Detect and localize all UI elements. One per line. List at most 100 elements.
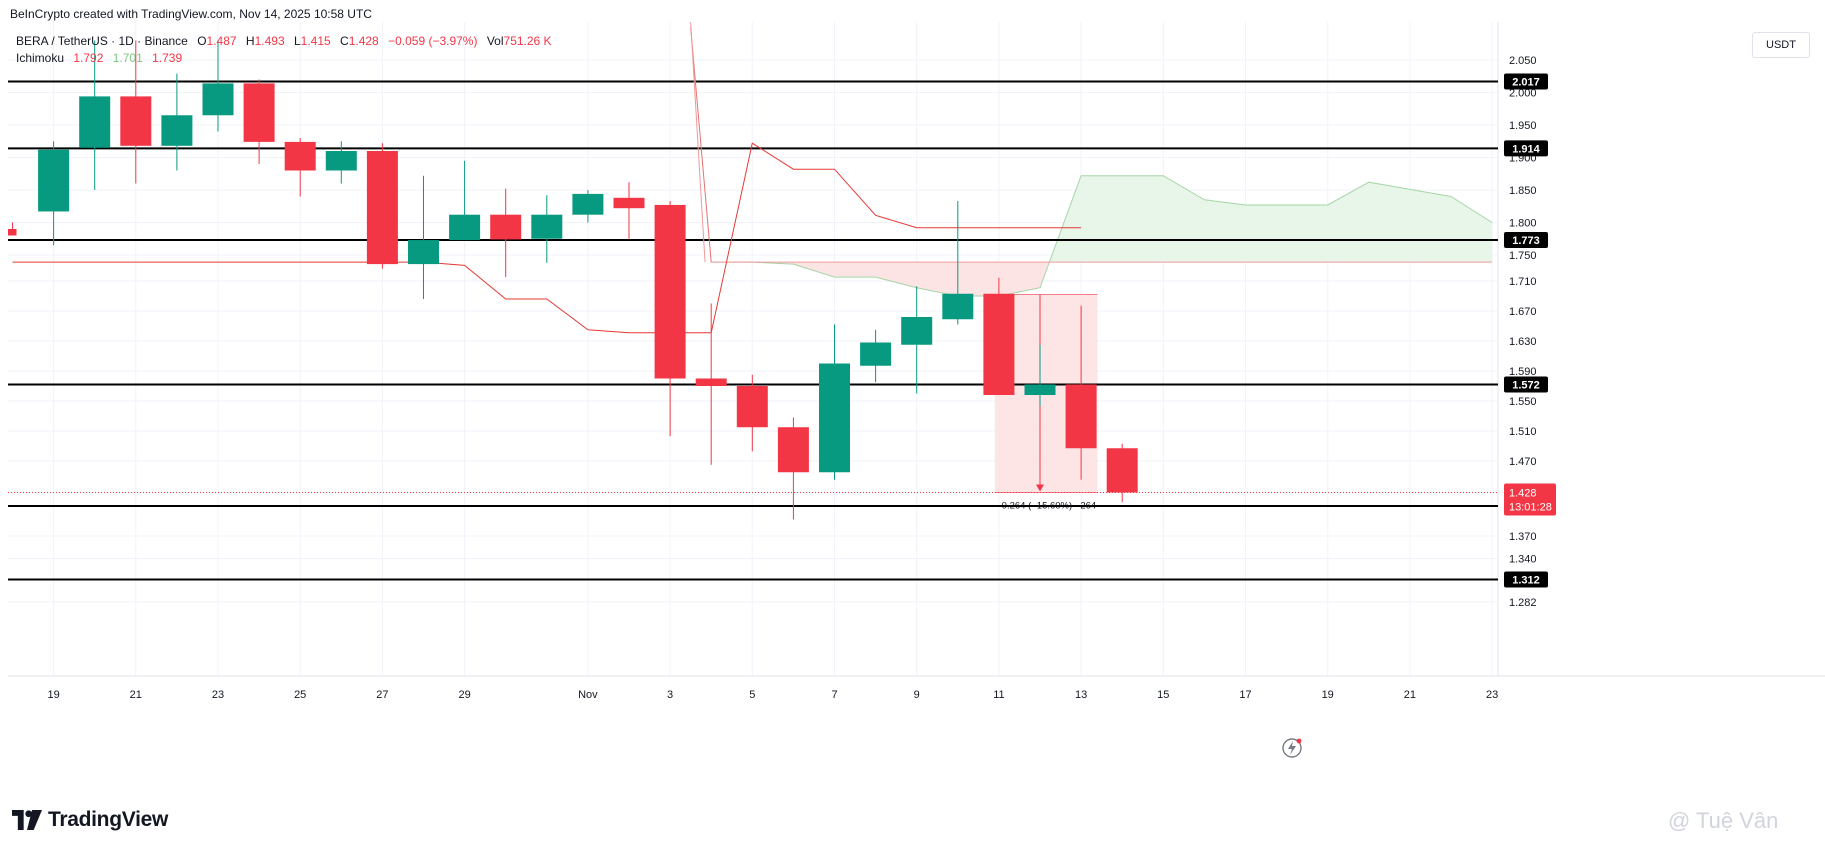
x-tick-label: 13 xyxy=(1075,689,1087,701)
y-tick-label: 1.630 xyxy=(1509,336,1537,348)
level-badge-label: 1.773 xyxy=(1512,235,1540,247)
candle-body xyxy=(325,151,357,171)
level-badge-label: 2.017 xyxy=(1512,76,1540,88)
y-tick-label: 1.950 xyxy=(1509,120,1537,132)
y-tick-label: 1.340 xyxy=(1509,554,1537,566)
candle-body xyxy=(572,193,604,215)
candle xyxy=(243,79,275,164)
y-tick-label: 1.550 xyxy=(1509,396,1537,408)
symbol-legend: BERA / TetherUS · 1D · Binance O1.487 H1… xyxy=(16,34,552,48)
y-tick-label: 1.800 xyxy=(1509,218,1537,230)
candle-body xyxy=(819,363,850,473)
x-tick-label: 23 xyxy=(1486,689,1498,701)
open-label: O xyxy=(197,34,207,48)
candle-body xyxy=(79,96,111,148)
candle xyxy=(1065,305,1097,480)
volume-label: Vol xyxy=(486,34,504,48)
y-tick-label: 2.000 xyxy=(1509,88,1537,100)
leading-span-a xyxy=(711,175,1493,297)
level-badge-label: 1.914 xyxy=(1512,143,1540,155)
level-badge xyxy=(1504,232,1548,249)
x-tick-label: Nov xyxy=(578,689,598,701)
horizontal-levels xyxy=(8,80,1498,581)
author-watermark: @ Tuệ Vân xyxy=(1668,808,1779,833)
candle-body xyxy=(695,378,727,386)
candle-body xyxy=(1065,384,1097,449)
y-tick-label: 1.510 xyxy=(1509,426,1537,438)
y-axis: 2.0502.0001.9501.9001.8501.8001.7501.710… xyxy=(1509,55,1537,609)
volume-value: 751.26 K xyxy=(503,34,552,48)
candle xyxy=(1024,344,1056,407)
candle xyxy=(942,201,974,325)
level-badge xyxy=(1504,376,1548,393)
x-tick-label: 9 xyxy=(914,689,920,701)
candle xyxy=(777,417,809,520)
x-tick-label: 21 xyxy=(1404,689,1416,701)
cloud-bearish-area xyxy=(711,262,1050,296)
ichimoku-value-1: 1.792 xyxy=(73,51,104,65)
candle-body xyxy=(408,240,439,265)
y-tick-label: 1.750 xyxy=(1509,250,1537,262)
candle-body xyxy=(120,96,152,146)
candle-body xyxy=(366,151,398,265)
candle-body xyxy=(1106,448,1138,493)
replay-icon[interactable] xyxy=(1282,738,1302,758)
x-tick-label: 3 xyxy=(667,689,673,701)
lagging-span-faint xyxy=(690,21,706,263)
candle xyxy=(531,195,563,263)
candle xyxy=(120,40,152,184)
tradingview-logo[interactable]: TradingView xyxy=(12,808,168,832)
ichimoku-cloud xyxy=(711,175,1493,297)
x-tick-label: 11 xyxy=(993,689,1004,701)
y-tick-label: 1.850 xyxy=(1509,185,1537,197)
currency-unit-button[interactable]: USDT xyxy=(1752,32,1810,58)
last-price-label: 1.428 xyxy=(1509,488,1537,500)
x-tick-label: 15 xyxy=(1157,689,1169,701)
level-badge xyxy=(1504,73,1548,90)
ichimoku-value-2: 1.701 xyxy=(112,51,143,65)
candle-body xyxy=(901,317,933,345)
candle xyxy=(449,160,481,241)
cloud-bullish-area xyxy=(1049,175,1493,263)
candle xyxy=(8,222,17,236)
measure-arrow-head xyxy=(1036,484,1044,492)
ichimoku-value-3: 1.739 xyxy=(152,51,183,65)
candle-body xyxy=(1024,384,1056,395)
countdown-label: 13:01:28 xyxy=(1509,502,1552,514)
candle xyxy=(983,277,1015,395)
last-price-badge xyxy=(1504,483,1556,516)
candle xyxy=(38,141,70,246)
x-tick-label: 25 xyxy=(294,689,306,701)
candle-body xyxy=(736,386,768,428)
lagging-span xyxy=(690,27,712,263)
candle xyxy=(901,286,933,394)
candle-body xyxy=(490,214,522,240)
level-badge xyxy=(1504,571,1548,588)
candle xyxy=(695,303,727,465)
candle xyxy=(613,182,645,239)
x-tick-label: 27 xyxy=(376,689,388,701)
y-tick-label: 1.370 xyxy=(1509,531,1537,543)
x-tick-label: 19 xyxy=(47,689,59,701)
candle xyxy=(325,141,357,184)
candle xyxy=(1106,443,1138,503)
candle-body xyxy=(202,83,234,116)
low-value: 1.415 xyxy=(300,34,331,48)
candle xyxy=(202,40,234,132)
close-label: C xyxy=(340,34,349,48)
level-badge-label: 1.572 xyxy=(1512,380,1540,392)
candle xyxy=(366,143,398,269)
x-tick-label: 29 xyxy=(458,689,470,701)
candle-body xyxy=(860,342,892,366)
low-label: L xyxy=(293,34,301,48)
indicator-name[interactable]: Ichimoku xyxy=(16,51,65,65)
candle-body xyxy=(38,149,70,212)
change-value: −0.059 (−3.97%) xyxy=(388,34,478,48)
symbol-name[interactable]: BERA / TetherUS · 1D · Binance xyxy=(16,34,188,48)
candle xyxy=(654,201,686,437)
y-tick-label: 1.470 xyxy=(1509,456,1537,468)
candle-body xyxy=(449,214,481,241)
y-tick-label: 2.050 xyxy=(1509,55,1537,67)
x-tick-label: 21 xyxy=(130,689,142,701)
